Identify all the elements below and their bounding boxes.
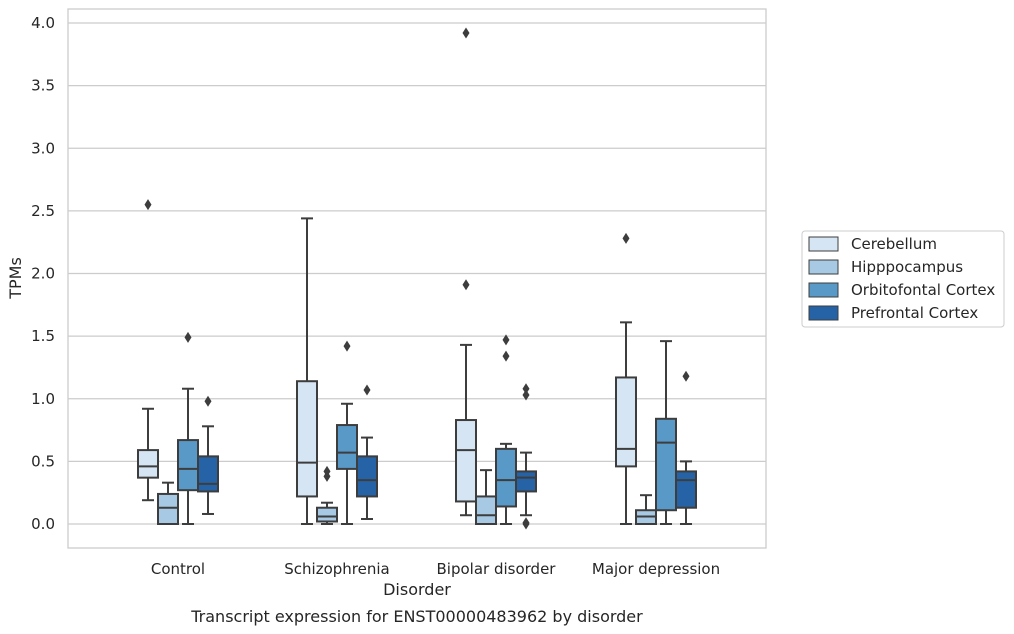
box-body	[157, 492, 179, 526]
box-body	[296, 380, 318, 498]
box-body	[455, 419, 477, 503]
box-body	[316, 506, 338, 523]
outlier-point	[184, 331, 192, 343]
outlier-point	[682, 370, 690, 382]
x-tick-label: Control	[151, 560, 205, 578]
outlier-point	[522, 383, 530, 395]
box-body	[475, 495, 497, 526]
box-body	[615, 376, 637, 468]
box-0-3	[197, 395, 219, 515]
outlier-point	[522, 389, 530, 401]
y-tick-label: 1.5	[31, 327, 55, 345]
box-2-1	[475, 469, 497, 526]
outlier-point	[462, 279, 470, 291]
legend-frame	[801, 230, 1005, 328]
legend-entry: Cerebellum	[851, 235, 937, 253]
box-3-3	[675, 370, 697, 525]
box-1-2	[336, 340, 358, 525]
y-tick-label: 0.0	[31, 515, 55, 533]
box-2-0	[455, 27, 477, 517]
box-1-1	[316, 465, 338, 525]
legend-swatch	[808, 305, 839, 321]
box-body	[675, 470, 697, 509]
legend-entry: Hipppocampus	[851, 258, 963, 276]
figure-caption: Transcript expression for ENST0000048396…	[190, 607, 643, 626]
box-body	[655, 417, 677, 512]
box-0-0	[137, 199, 159, 502]
outlier-point	[462, 27, 470, 39]
outlier-point	[144, 199, 152, 211]
legend-swatch	[808, 236, 839, 252]
y-tick-label: 3.0	[31, 139, 55, 157]
box-0-1	[157, 481, 179, 526]
y-tick-label: 3.5	[31, 77, 55, 95]
box-2-3	[515, 383, 537, 530]
outlier-point	[343, 340, 351, 352]
outlier-point	[204, 395, 212, 407]
y-axis-label: TPMs	[6, 257, 25, 300]
box-2-2	[495, 334, 517, 525]
box-3-1	[635, 494, 657, 526]
box-3-2	[655, 340, 677, 525]
legend-entry: Orbitofontal Cortex	[851, 281, 995, 299]
box-0-2	[177, 331, 199, 525]
outlier-point	[363, 384, 371, 396]
outlier-point	[502, 334, 510, 346]
y-tick-label: 0.5	[31, 452, 55, 470]
boxes	[137, 27, 697, 530]
legend: Cerebellum Hipppocampus Orbitofontal Corte…	[801, 230, 1005, 328]
box-1-3	[356, 384, 378, 520]
box-body	[137, 449, 159, 479]
y-tick-label: 2.0	[31, 265, 55, 283]
box-body	[515, 470, 537, 493]
box-body	[197, 455, 219, 493]
outlier-point	[622, 232, 630, 244]
box-body	[495, 447, 517, 508]
x-tick-label: Major depression	[592, 560, 720, 578]
legend-entry: Prefrontal Cortex	[851, 304, 978, 322]
box-3-0	[615, 232, 637, 525]
x-tick-labels: Control Schizophrenia Bipolar disorder Majo…	[151, 560, 720, 578]
box-body	[336, 424, 358, 470]
outlier-point	[323, 465, 331, 477]
y-tick-labels: 0.0 0.5 1.0 1.5 2.0 2.5 3.0 3.5 4.0	[31, 14, 55, 533]
box-body	[177, 439, 199, 492]
y-tick-label: 1.0	[31, 390, 55, 408]
box-body	[356, 455, 378, 498]
plot-area-frame	[67, 8, 767, 549]
x-tick-label: Schizophrenia	[284, 560, 389, 578]
outlier-point	[502, 350, 510, 362]
x-tick-label: Bipolar disorder	[437, 560, 557, 578]
x-axis-label: Disorder	[383, 580, 451, 599]
outlier-point	[522, 517, 530, 529]
legend-swatch	[808, 282, 839, 298]
y-tick-label: 4.0	[31, 14, 55, 32]
legend-swatch	[808, 259, 839, 275]
y-tick-label: 2.5	[31, 202, 55, 220]
box-1-0	[296, 217, 318, 525]
